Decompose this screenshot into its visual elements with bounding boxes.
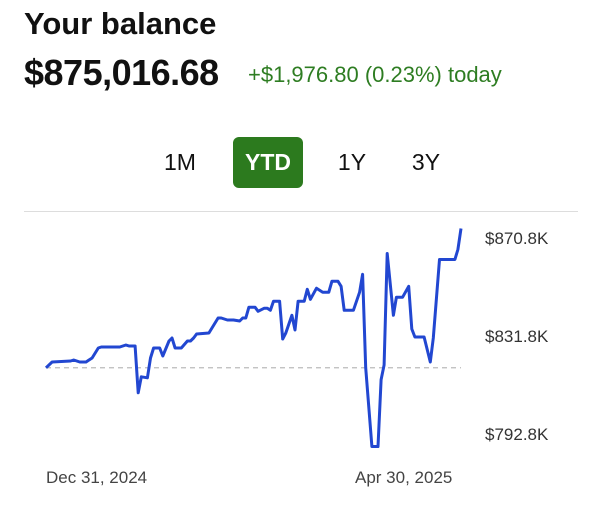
range-1m-button[interactable]: 1M bbox=[164, 149, 196, 175]
daily-change: +$1,976.80 (0.23%) today bbox=[248, 62, 502, 87]
range-1y-button[interactable]: 1Y bbox=[337, 149, 367, 175]
balance-value: $875,016.68 bbox=[24, 52, 219, 93]
range-3y-button[interactable]: 3Y bbox=[411, 149, 441, 175]
x-tick-label: Dec 31, 2024 bbox=[46, 468, 148, 487]
divider bbox=[24, 211, 578, 212]
range-selector: 1M YTD 1Y 3Y bbox=[0, 137, 600, 188]
y-tick-label: $870.8K bbox=[485, 229, 549, 248]
range-ytd-button[interactable]: YTD bbox=[233, 137, 303, 188]
page-title: Your balance bbox=[24, 6, 217, 41]
y-tick-label: $831.8K bbox=[485, 327, 549, 346]
y-tick-label: $792.8K bbox=[485, 425, 549, 444]
balance-line bbox=[44, 228, 463, 448]
x-tick-label: Apr 30, 2025 bbox=[355, 468, 453, 487]
